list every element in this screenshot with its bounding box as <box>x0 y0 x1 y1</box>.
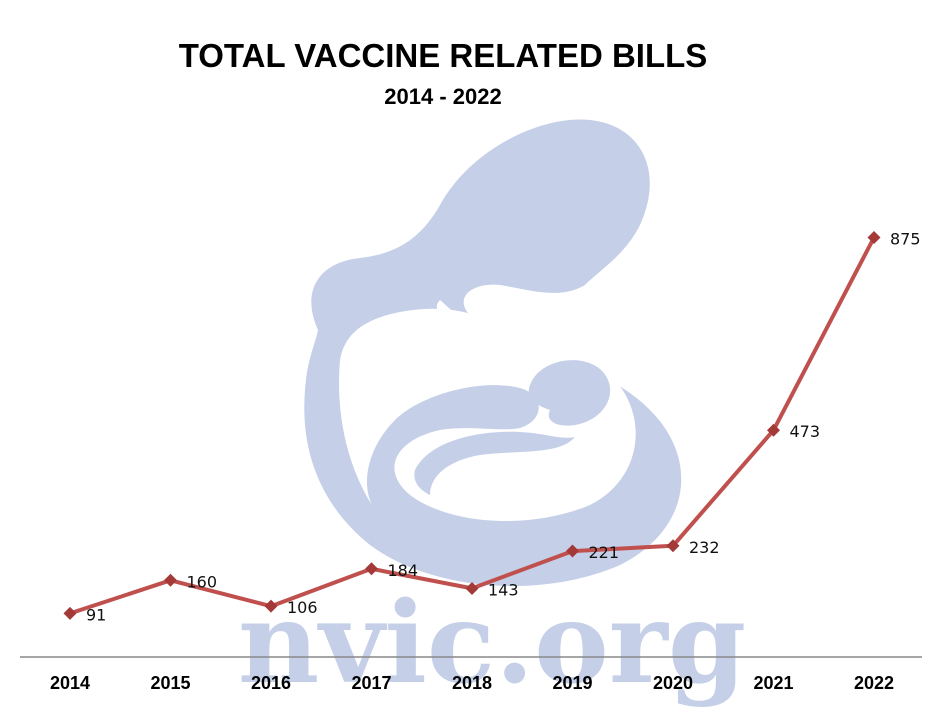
data-label: 221 <box>589 543 620 562</box>
data-label-group: 91 160 106 184 143 221 232 473 875 <box>86 230 921 625</box>
chart-subtitle: 2014 - 2022 <box>384 84 501 109</box>
data-label: 473 <box>790 422 821 441</box>
x-tick-label: 2022 <box>854 673 894 693</box>
data-label: 143 <box>488 580 519 599</box>
mother-and-child-logo-icon <box>304 119 682 587</box>
x-tick-label: 2020 <box>653 673 693 693</box>
data-point-marker <box>666 539 680 553</box>
x-tick-label: 2021 <box>753 673 793 693</box>
data-point-marker <box>164 573 177 587</box>
data-point-marker <box>566 544 579 558</box>
data-point-marker <box>465 581 479 595</box>
data-label: 184 <box>388 561 419 580</box>
x-tick-label: 2015 <box>150 673 190 693</box>
x-tick-label-group: 2014 2015 2016 2017 2018 2019 2020 2021 2022 <box>50 673 894 693</box>
data-label: 91 <box>86 605 106 624</box>
data-point-marker <box>365 562 378 576</box>
watermark-text: nvic.org <box>238 578 746 709</box>
data-label: 106 <box>287 598 318 617</box>
marker-group <box>63 231 881 620</box>
data-point-marker <box>264 599 278 613</box>
data-label: 232 <box>689 538 720 557</box>
x-tick-label: 2016 <box>251 673 291 693</box>
data-point-marker <box>63 606 77 620</box>
x-tick-label: 2014 <box>50 673 90 693</box>
x-tick-label: 2017 <box>351 673 391 693</box>
chart-title: TOTAL VACCINE RELATED BILLS <box>179 37 708 74</box>
data-label: 875 <box>890 230 921 249</box>
x-tick-label: 2018 <box>452 673 492 693</box>
data-point-marker <box>767 423 780 437</box>
x-tick-label: 2019 <box>552 673 592 693</box>
data-label: 160 <box>187 572 218 591</box>
data-point-marker <box>867 231 881 245</box>
